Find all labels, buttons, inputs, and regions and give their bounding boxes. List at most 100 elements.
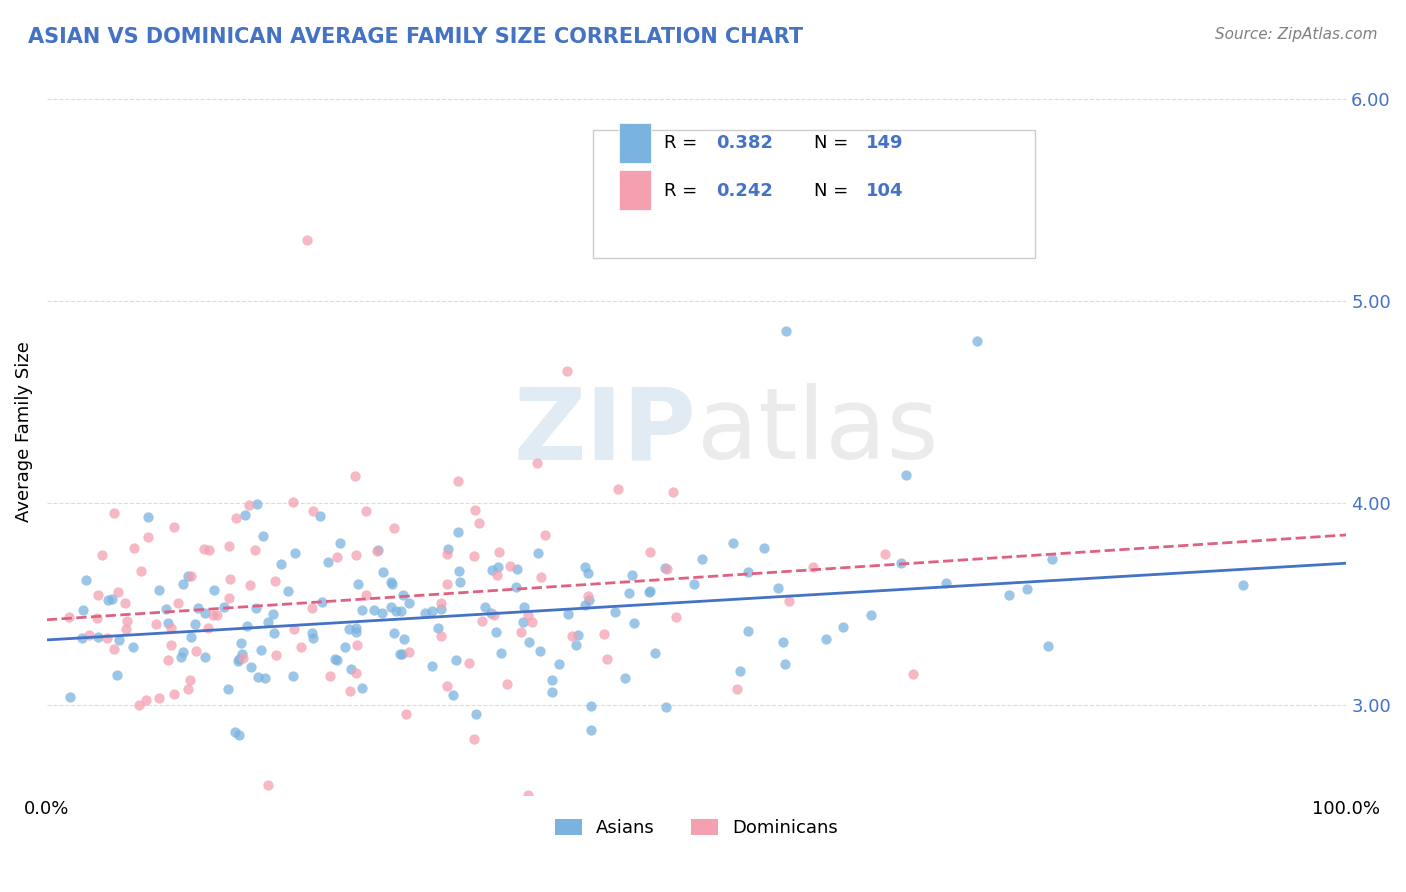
Point (115, 614, 138, 628)
Point (339, 684, 361, 698)
Point (574, 559, 596, 574)
Point (730, 664, 752, 678)
Text: Source: ZipAtlas.com: Source: ZipAtlas.com (1215, 27, 1378, 42)
Point (194, 650, 217, 665)
Point (302, 632, 325, 646)
Point (232, 650, 254, 665)
Point (129, 564, 152, 578)
Point (444, 653, 467, 667)
Point (367, 543, 389, 558)
Point (998, 588, 1021, 602)
Point (326, 550, 349, 565)
Point (801, 560, 824, 574)
Point (170, 649, 193, 664)
Point (499, 558, 522, 573)
Point (233, 508, 256, 523)
Point (894, 468, 917, 483)
Point (202, 583, 225, 598)
Point (263, 626, 285, 640)
Point (231, 635, 253, 649)
Point (122, 541, 145, 556)
Point (737, 566, 759, 580)
Point (163, 688, 186, 702)
Point (481, 563, 503, 577)
Point (339, 623, 361, 637)
Point (114, 596, 136, 610)
Point (775, 324, 797, 338)
Point (256, 615, 278, 630)
Point (254, 671, 277, 685)
Point (578, 593, 600, 607)
Point (426, 621, 449, 635)
Point (202, 607, 225, 622)
Point (773, 657, 796, 671)
Point (344, 621, 367, 635)
Point (184, 644, 207, 658)
Point (148, 690, 170, 705)
Point (429, 629, 451, 643)
Point (316, 555, 339, 569)
Point (350, 603, 373, 617)
Point (506, 562, 529, 576)
Point (301, 600, 323, 615)
Point (290, 640, 312, 654)
Point (1040, 552, 1063, 566)
Point (122, 640, 145, 654)
Point (607, 482, 630, 496)
Point (398, 595, 420, 609)
Point (283, 623, 305, 637)
Point (447, 524, 470, 539)
Point (128, 698, 150, 713)
Point (429, 602, 451, 616)
Point (385, 604, 408, 618)
Point (574, 598, 596, 612)
Point (614, 671, 637, 685)
Point (344, 624, 367, 639)
Point (389, 604, 412, 618)
Point (205, 607, 228, 622)
Point (527, 546, 550, 560)
Point (354, 504, 377, 518)
Point (516, 789, 538, 803)
Point (682, 576, 704, 591)
Point (557, 607, 579, 622)
Point (284, 546, 307, 560)
Point (665, 610, 688, 624)
Point (340, 662, 363, 676)
Point (235, 619, 257, 633)
Point (302, 504, 325, 518)
Point (177, 681, 200, 696)
Point (184, 617, 207, 632)
Point (238, 498, 260, 512)
Point (488, 545, 510, 559)
Point (488, 560, 510, 574)
Point (352, 681, 374, 695)
Point (172, 645, 194, 659)
Point (398, 645, 420, 659)
Point (721, 536, 744, 550)
Point (97, 592, 120, 607)
Point (446, 475, 468, 489)
Point (107, 632, 129, 647)
Point (436, 542, 458, 557)
Point (231, 648, 253, 662)
Point (1232, 578, 1254, 592)
Point (380, 600, 402, 615)
Point (458, 657, 481, 671)
Point (548, 657, 571, 672)
Point (517, 634, 540, 648)
Point (180, 569, 202, 583)
Point (449, 574, 471, 589)
Point (322, 829, 344, 843)
Point (159, 621, 181, 635)
Point (77, 628, 100, 642)
Point (323, 652, 346, 666)
Point (505, 580, 527, 594)
Point (901, 666, 924, 681)
Point (413, 607, 436, 621)
Point (329, 536, 352, 550)
Point (541, 685, 564, 699)
Point (482, 608, 505, 623)
Point (277, 584, 299, 599)
Point (463, 732, 485, 747)
